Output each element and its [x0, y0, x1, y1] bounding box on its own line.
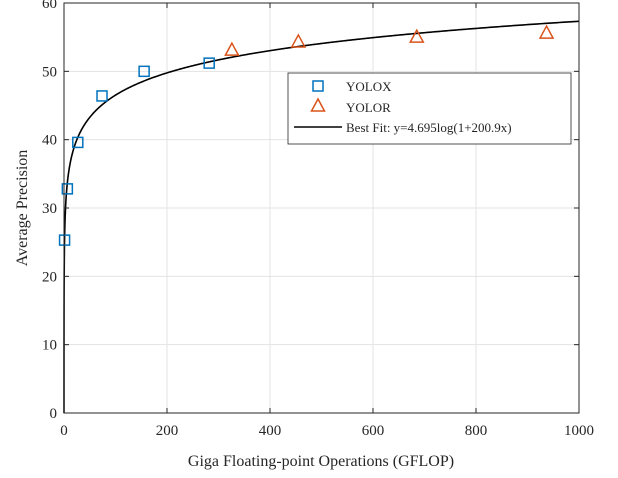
yolor-point	[224, 41, 240, 56]
legend-symbol-yolor	[310, 97, 326, 112]
markers	[58, 24, 555, 246]
yolox-point	[96, 90, 108, 102]
yolor-point	[409, 28, 425, 43]
ticks: 0 200 400 600 800 1000 0 10 20 30 40 50 60	[42, 0, 594, 439]
legend-label-yolox: YOLOX	[346, 79, 392, 94]
legend-label-yolor: YOLOR	[346, 100, 391, 115]
yolox-point	[58, 234, 71, 246]
y-tick-label: 60	[42, 0, 57, 12]
yolox-point	[72, 136, 84, 149]
x-tick-label: 0	[60, 423, 68, 439]
y-tick-label: 0	[50, 406, 58, 422]
yolox-point	[61, 183, 74, 195]
yolor-point	[538, 24, 555, 39]
x-tick-label: 200	[156, 423, 179, 439]
yolox-point	[203, 57, 215, 69]
legend-marker-yolor	[310, 97, 326, 112]
yolor-point	[290, 33, 307, 48]
y-tick-label: 30	[42, 201, 57, 217]
legend-marker-yolox	[312, 80, 324, 92]
x-tick-label: 600	[362, 423, 385, 439]
y-tick-label: 40	[42, 133, 57, 149]
legend: YOLOX YOLOR Best Fit: y=4.695log(1+200.9…	[287, 72, 572, 145]
y-tick-label: 10	[42, 338, 57, 354]
legend-box	[287, 72, 572, 145]
x-tick-label: 1000	[564, 423, 594, 439]
y-tick-label: 50	[42, 64, 57, 80]
y-axis-title: Average Precision	[14, 150, 31, 267]
yolox-point	[138, 65, 150, 78]
y-tick-label: 20	[42, 269, 57, 285]
x-tick-label: 800	[465, 423, 488, 439]
x-tick-label: 400	[259, 423, 282, 439]
x-axis-title: Giga Floating-point Operations (GFLOP)	[188, 453, 454, 470]
legend-symbol-yolox	[312, 80, 324, 92]
legend-label-best-fit: Best Fit: y=4.695log(1+200.9x)	[346, 120, 512, 135]
